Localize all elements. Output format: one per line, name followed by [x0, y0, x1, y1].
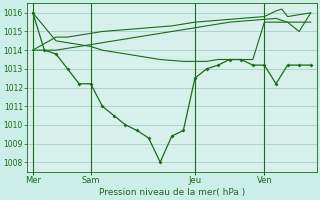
X-axis label: Pression niveau de la mer( hPa ): Pression niveau de la mer( hPa )	[99, 188, 245, 197]
